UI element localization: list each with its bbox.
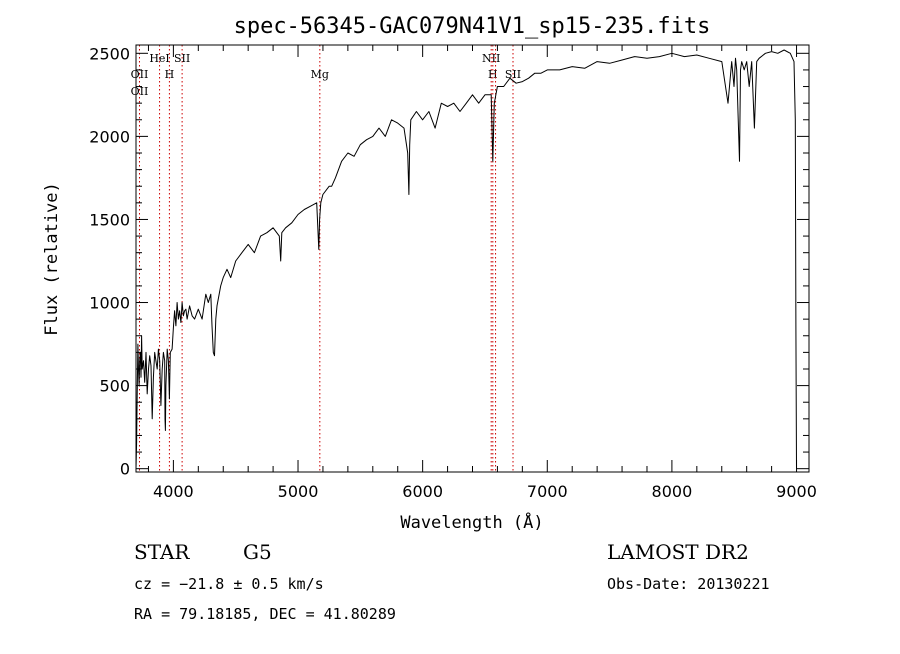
spectral-line-label: Mg: [311, 68, 329, 81]
spectral-line-label: H: [488, 68, 498, 81]
x-tick-label: 5000: [278, 482, 319, 501]
spectral-line-label: SII: [505, 68, 521, 81]
x-axis-ticks: 4000 5000 6000 7000 8000 9000: [147, 45, 817, 501]
y-tick-label: 2500: [89, 44, 130, 63]
spectral-line-label: OII: [131, 85, 149, 98]
x-tick-label: 4000: [153, 482, 194, 501]
spectral-line-label: SII: [174, 52, 190, 65]
object-class: STAR: [134, 540, 190, 564]
y-tick-label: 1000: [89, 294, 130, 313]
spectrum-line: [135, 49, 797, 469]
x-tick-label: 9000: [776, 482, 817, 501]
x-axis-label: Wavelength (Å): [400, 511, 543, 533]
x-tick-label: 8000: [652, 482, 693, 501]
y-tick-label: 1500: [89, 210, 130, 229]
y-tick-label: 500: [99, 377, 130, 396]
spectral-line-label: H: [165, 68, 175, 81]
coordinates-text: RA = 79.18185, DEC = 41.80289: [134, 605, 396, 623]
redshift-text: cz = −21.8 ± 0.5 km/s: [134, 575, 324, 593]
spectral-line-label: HeI: [149, 52, 169, 65]
survey-name: LAMOST DR2: [607, 540, 749, 564]
y-axis-ticks: 0 500 1000 1500 2000 2500: [89, 44, 809, 479]
y-tick-label: 2000: [89, 127, 130, 146]
y-axis-label: Flux (relative): [42, 182, 62, 336]
x-tick-label: 6000: [402, 482, 443, 501]
y-tick-label: 0: [120, 460, 130, 479]
spectrum-series: [135, 49, 797, 469]
object-subclass: G5: [243, 540, 272, 564]
obs-date-text: Obs-Date: 20130221: [607, 575, 770, 593]
x-tick-label: 7000: [527, 482, 568, 501]
chart-title: spec-56345-GAC079N41V1_sp15-235.fits: [234, 14, 711, 39]
spectral-line-label: OII: [131, 68, 149, 81]
spectral-line-label: NII: [482, 52, 500, 65]
